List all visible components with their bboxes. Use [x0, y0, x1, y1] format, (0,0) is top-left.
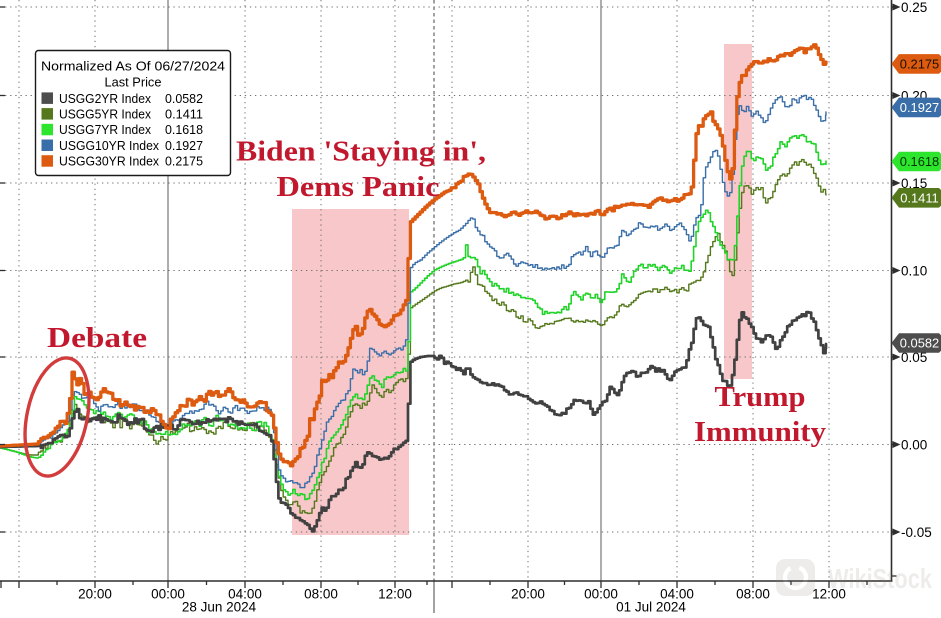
svg-text:0.1927: 0.1927	[900, 100, 939, 115]
svg-text:0.1618: 0.1618	[900, 154, 939, 169]
svg-text:Immunity: Immunity	[694, 416, 827, 448]
svg-text:USGG5YR Index: USGG5YR Index	[59, 107, 152, 122]
svg-text:Trump: Trump	[715, 381, 806, 413]
svg-text:12:00: 12:00	[378, 587, 412, 602]
svg-text:00:00: 00:00	[584, 587, 618, 602]
svg-text:0.10: 0.10	[901, 264, 927, 279]
svg-text:WikiStock: WikiStock	[828, 563, 932, 594]
svg-text:-0.05: -0.05	[901, 525, 932, 540]
svg-text:0.25: 0.25	[901, 0, 927, 15]
svg-text:08:00: 08:00	[736, 587, 770, 602]
svg-text:0.1411: 0.1411	[165, 107, 203, 122]
svg-text:USGG2YR Index: USGG2YR Index	[59, 91, 152, 106]
svg-text:USGG10YR Index: USGG10YR Index	[59, 138, 160, 153]
svg-text:Biden 'Staying in',: Biden 'Staying in',	[236, 136, 486, 168]
svg-text:28 Jun 2024: 28 Jun 2024	[182, 600, 257, 614]
svg-text:20:00: 20:00	[78, 587, 112, 602]
svg-text:USGG30YR Index: USGG30YR Index	[59, 154, 160, 169]
svg-text:08:00: 08:00	[304, 587, 338, 602]
svg-text:Dems Panic: Dems Panic	[277, 171, 440, 203]
svg-text:0.1927: 0.1927	[165, 138, 203, 153]
svg-text:0.1411: 0.1411	[900, 190, 938, 205]
svg-text:0.2175: 0.2175	[900, 56, 939, 71]
svg-text:0.1618: 0.1618	[165, 122, 203, 137]
svg-text:0.0582: 0.0582	[900, 336, 939, 351]
svg-text:0.0582: 0.0582	[165, 91, 203, 106]
svg-text:00:00: 00:00	[151, 587, 185, 602]
svg-text:USGG7YR Index: USGG7YR Index	[59, 122, 152, 137]
svg-text:Debate: Debate	[47, 322, 147, 354]
svg-text:0.2175: 0.2175	[165, 154, 203, 169]
svg-text:Last Price: Last Price	[105, 75, 162, 90]
svg-text:01 Jul 2024: 01 Jul 2024	[616, 600, 686, 614]
svg-text:20:00: 20:00	[511, 587, 545, 602]
svg-text:0.00: 0.00	[901, 438, 927, 453]
svg-text:Normalized As Of 06/27/2024: Normalized As Of 06/27/2024	[41, 59, 225, 74]
